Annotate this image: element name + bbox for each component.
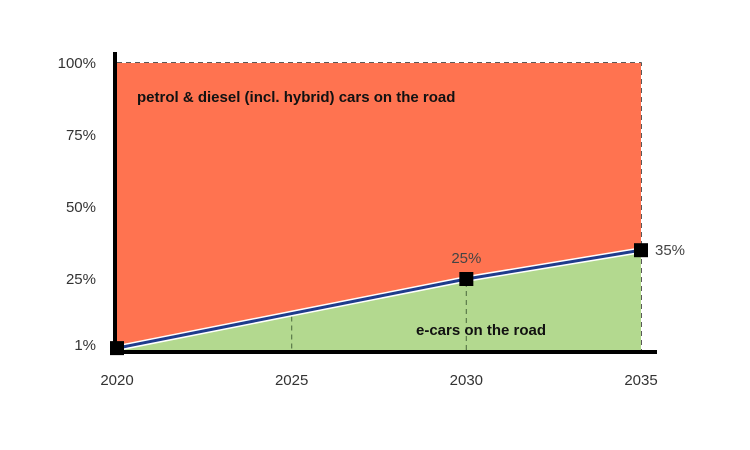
x-tick-label: 2035 <box>624 372 657 389</box>
data-point-label-2035: 35% <box>655 242 685 259</box>
y-tick-label: 100% <box>58 55 96 72</box>
petrol-diesel-area <box>117 63 641 349</box>
data-point-label-2030: 25% <box>451 250 481 267</box>
data-point-marker-2030 <box>459 272 474 286</box>
e-cars-area-label: e-cars on the road <box>416 322 546 339</box>
data-point-marker-2020 <box>110 341 124 356</box>
petrol-diesel-area-label: petrol & diesel (incl. hybrid) cars on t… <box>137 89 455 106</box>
x-tick-label: 2020 <box>100 372 133 389</box>
e-cars-share-line <box>116 248 642 350</box>
y-tick-label: 25% <box>66 271 96 288</box>
e-cars-area <box>117 250 641 351</box>
x-tick-label: 2030 <box>450 372 483 389</box>
y-tick-label: 75% <box>66 127 96 144</box>
y-tick-label: 50% <box>66 199 96 216</box>
y-tick-label: 1% <box>74 337 96 354</box>
data-point-marker-2035 <box>634 243 648 258</box>
x-tick-label: 2025 <box>275 372 308 389</box>
